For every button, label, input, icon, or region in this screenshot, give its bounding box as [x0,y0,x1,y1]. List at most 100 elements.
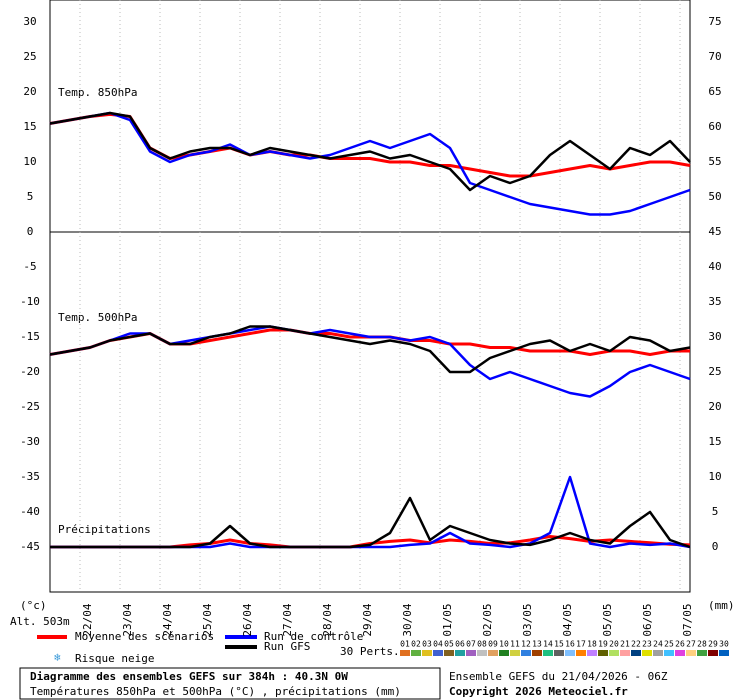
perturbation-label: 28 [697,640,707,649]
footer-box [19,667,441,700]
perturbation-swatch [719,650,729,656]
y-tick-label: -20 [20,365,40,378]
y-tick-label: 5 [27,190,34,203]
perturbation-swatch [609,650,619,656]
y2-tick-label: 65 [708,85,721,98]
perturbation-swatch [455,650,465,656]
y-tick-label: 5 [712,505,719,518]
y-tick-label: 0 [712,540,719,553]
footer-run: Ensemble GEFS du 21/04/2026 - 06Z [449,670,668,683]
series-line [49,325,691,374]
perturbation-label: 30 [719,640,729,649]
series-line [50,496,691,549]
perturbation-swatch [477,650,487,656]
y-tick-label: 0 [27,225,34,238]
perturbation-label: 07 [466,640,476,649]
x-tick-label: 30/04 [401,603,414,636]
perturbation-swatch [631,650,641,656]
footer-subtitle: Températures 850hPa et 500hPa (°C) , pré… [30,685,401,698]
panel-label: Temp. 500hPa [58,311,137,324]
y-tick-label: -5 [23,260,36,273]
perturbation-label: 20 [609,640,619,649]
y-tick-label: -30 [20,435,40,448]
perturbation-swatch [510,650,520,656]
panel-label: Précipitations [58,523,151,536]
perturbation-swatch [499,650,509,656]
footer-title: Diagramme des ensembles GEFS sur 384h : … [30,670,348,683]
perturbation-label: 24 [653,640,663,649]
y-tick-label: 40 [708,260,721,273]
perturbation-label: 12 [521,640,531,649]
x-tick-label: 22/04 [81,603,94,636]
y-tick-label: 25 [23,50,36,63]
y2-tick-label: 45 [708,225,721,238]
perturbation-label: 25 [664,640,674,649]
y-tick-label: -25 [20,400,40,413]
y-tick-label: 10 [23,155,36,168]
legend-label: Risque neige [75,652,154,665]
y-tick-label: 15 [23,120,36,133]
series-line [49,111,691,216]
perturbation-swatch [565,650,575,656]
y-tick-label: 15 [708,435,721,448]
y2-tick-label: 70 [708,50,721,63]
perturbation-label: 19 [598,640,608,649]
perturbation-label: 15 [554,640,564,649]
legend-label: 30 Perts. [340,645,400,658]
perturbation-label: 11 [510,640,520,649]
x-tick-label: 26/04 [241,603,254,636]
perturbation-swatch [576,650,586,656]
legend-label: Run de contrôle [264,630,363,643]
x-tick-label: 03/05 [521,603,534,636]
x-tick-label: 05/05 [601,603,614,636]
x-tick-label: 29/04 [361,603,374,636]
y-tick-label: 30 [23,15,36,28]
perturbation-swatch [686,650,696,656]
x-tick-label: 25/04 [201,603,214,636]
perturbation-swatch [466,650,476,656]
perturbation-label: 09 [488,640,498,649]
x-tick-label: 02/05 [481,603,494,636]
perturbation-label: 10 [499,640,509,649]
perturbation-swatch [554,650,564,656]
perturbation-label: 26 [675,640,685,649]
y-tick-label: -15 [20,330,40,343]
perturbation-swatch [521,650,531,656]
perturbation-swatch [411,650,421,656]
perturbation-label: 08 [477,640,487,649]
perturbation-label: 14 [543,640,553,649]
perturbation-swatch [675,650,685,656]
axis-unit: (°c) [20,599,47,612]
perturbation-label: 05 [444,640,454,649]
y2-tick-label: 75 [708,15,721,28]
x-tick-label: 07/05 [681,603,694,636]
x-tick-label: 04/05 [561,603,574,636]
perturbation-swatch [587,650,597,656]
y-tick-label: 10 [708,470,721,483]
perturbation-swatch [708,650,718,656]
perturbation-swatch [642,650,652,656]
x-tick-label: 01/05 [441,603,454,636]
y-tick-label: 20 [708,400,721,413]
x-tick-label: 06/05 [641,603,654,636]
y2-tick-label: 55 [708,155,721,168]
perturbation-label: 03 [422,640,432,649]
perturbation-swatch [653,650,663,656]
x-tick-label: 27/04 [281,603,294,636]
perturbation-swatch [444,650,454,656]
perturbation-label: 27 [686,640,696,649]
y-tick-label: -10 [20,295,40,308]
perturbation-label: 21 [620,640,630,649]
perturbation-label: 13 [532,640,542,649]
altitude: Alt. 503m [10,615,70,628]
plot-frame [49,0,691,593]
y-tick-label: 20 [23,85,36,98]
y-tick-label: 25 [708,365,721,378]
perturbation-swatch [543,650,553,656]
perturbation-label: 29 [708,640,718,649]
x-tick-label: 24/04 [161,603,174,636]
perturbation-label: 01 [400,640,410,649]
perturbation-label: 18 [587,640,597,649]
perturbation-label: 02 [411,640,421,649]
